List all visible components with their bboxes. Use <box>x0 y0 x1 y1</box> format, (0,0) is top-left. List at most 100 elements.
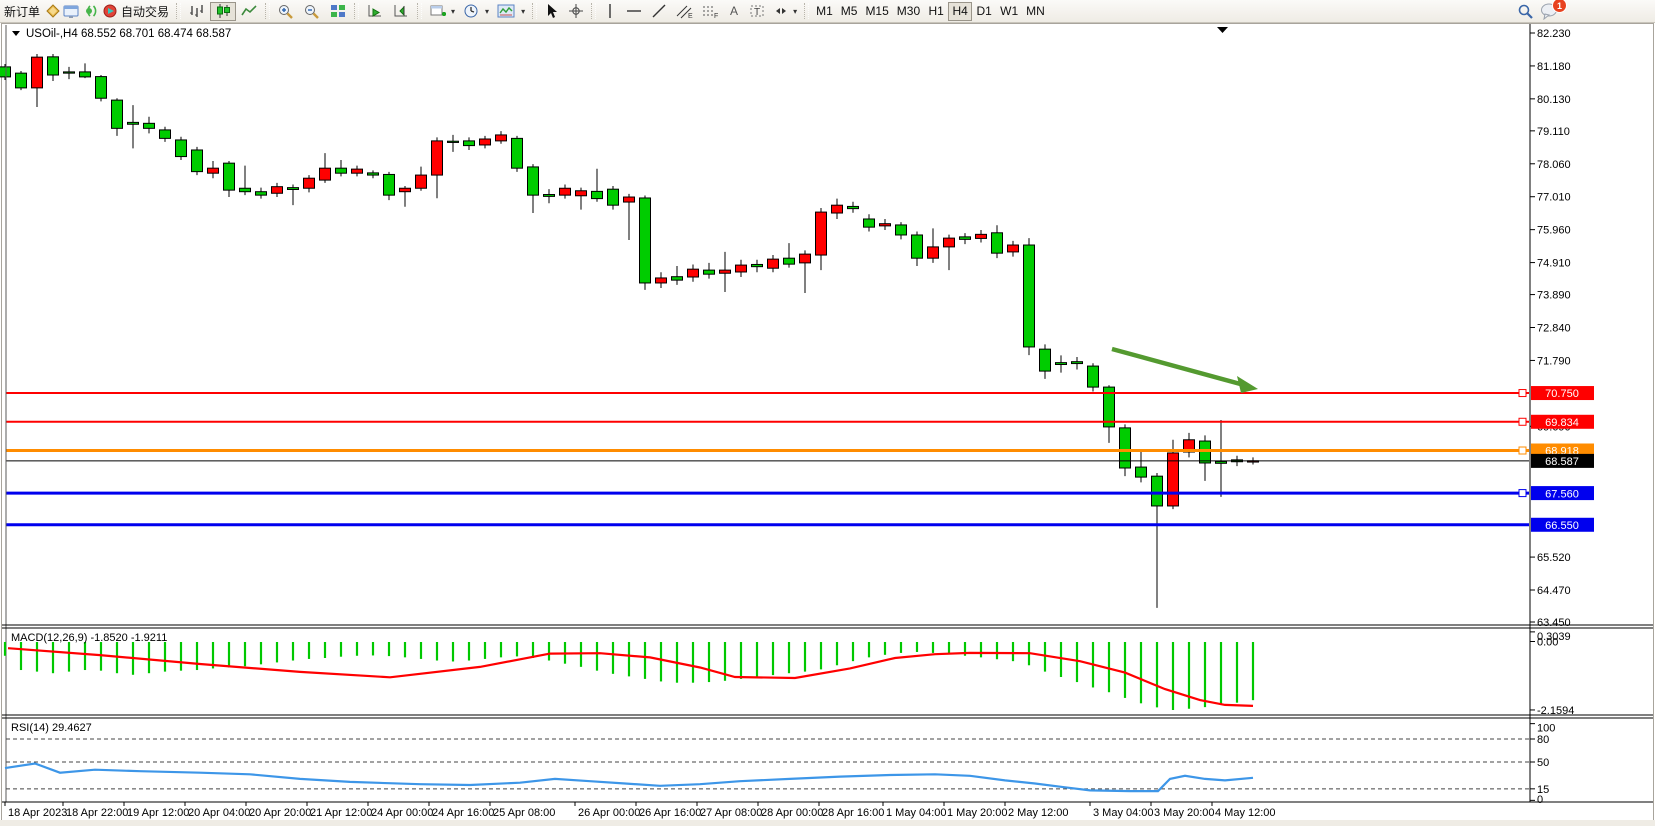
period-button[interactable]: ▾ <box>459 2 493 21</box>
candle <box>1151 473 1163 608</box>
line-handle[interactable] <box>1518 389 1527 398</box>
toolbar-separator <box>804 3 810 19</box>
candle-body <box>271 186 283 194</box>
channel-tool-button[interactable]: E <box>671 2 697 21</box>
candle <box>943 234 955 271</box>
zoom-in-button[interactable] <box>273 2 299 21</box>
gold-seal-icon[interactable] <box>44 3 62 19</box>
search-icon[interactable] <box>1516 2 1534 20</box>
timeframe-button-m15[interactable]: M15 <box>861 2 892 21</box>
candle-body <box>623 196 635 203</box>
rsi-axis-label: 15 <box>1537 784 1549 796</box>
svg-text:F: F <box>714 13 718 19</box>
candle-body <box>799 253 811 264</box>
candle <box>847 201 859 213</box>
line-handle[interactable] <box>1518 489 1527 498</box>
candle-body <box>1023 244 1035 348</box>
new-order-button[interactable]: 新订单 <box>0 2 44 21</box>
candle <box>911 231 923 267</box>
candle-body <box>335 167 347 174</box>
auto-scroll-button[interactable] <box>362 2 388 21</box>
candle <box>1199 435 1211 481</box>
text-tool-button[interactable]: A <box>723 2 745 21</box>
candle <box>959 233 971 245</box>
chart-window <box>0 22 1655 826</box>
chart-shift-marker[interactable] <box>1217 27 1228 33</box>
auto-trading-button[interactable]: 自动交易 <box>98 2 173 21</box>
timeframe-button-mn[interactable]: MN <box>1022 2 1049 21</box>
template-button[interactable]: ▾ <box>493 2 529 21</box>
signal-icon[interactable] <box>80 3 98 19</box>
candle <box>1087 363 1099 392</box>
horizontal-line-tool-button[interactable] <box>621 2 647 21</box>
candle <box>767 255 779 273</box>
price-tick-label: 82.230 <box>1537 28 1571 40</box>
price-tick-label: 72.840 <box>1537 322 1571 334</box>
timeframe-button-m1[interactable]: M1 <box>812 2 837 21</box>
candle-body <box>543 194 555 197</box>
price-badge-box <box>1531 517 1594 532</box>
price-badge-69.834: 69.834 <box>1531 414 1594 429</box>
candle-body <box>415 174 427 189</box>
trendline-tool-button[interactable] <box>647 2 671 21</box>
collapse-triangle-icon[interactable] <box>12 31 20 36</box>
crosshair-button[interactable] <box>564 2 588 21</box>
chart-shift-button[interactable] <box>388 2 414 21</box>
timeframe-button-m30[interactable]: M30 <box>893 2 924 21</box>
candlestick-chart-button[interactable] <box>210 1 237 21</box>
price-badge-text: 67.560 <box>1545 488 1579 500</box>
bar-chart-button[interactable] <box>184 2 210 21</box>
terminal-icon[interactable] <box>62 3 80 19</box>
candle <box>527 164 539 214</box>
rsi-axis-label: 50 <box>1537 757 1549 769</box>
line-handle[interactable] <box>1518 446 1527 455</box>
line-handle[interactable] <box>1518 417 1527 426</box>
candle <box>271 182 283 198</box>
price-tick-label: 74.910 <box>1537 258 1571 270</box>
chevron-down-icon: ▾ <box>793 6 798 16</box>
candle <box>895 222 907 240</box>
candle-body <box>1199 440 1211 464</box>
date-tick-label: 28 Apr 16:00 <box>822 807 884 819</box>
trend-arrow-annotation[interactable] <box>1111 346 1258 393</box>
candle <box>1183 432 1195 458</box>
chat-icon[interactable]: 1 <box>1540 0 1567 20</box>
tile-windows-button[interactable] <box>325 2 351 21</box>
candle <box>511 135 523 172</box>
symbol-ohlc-title: USOil-,H4 68.552 68.701 68.474 68.587 <box>26 28 231 40</box>
date-tick-label: 18 Apr 22:00 <box>66 807 128 819</box>
candle <box>1055 355 1067 373</box>
candle <box>95 75 107 102</box>
timeframe-button-d1[interactable]: D1 <box>972 2 996 21</box>
new-chart-button[interactable]: ▾ <box>425 2 459 21</box>
date-tick-label: 27 Apr 08:00 <box>700 807 762 819</box>
trend-arrow-line[interactable] <box>1111 346 1245 388</box>
candle-body <box>175 139 187 158</box>
timeframe-button-h4[interactable]: H4 <box>948 1 973 21</box>
price-badge-text: 69.834 <box>1545 417 1579 429</box>
candle-body <box>751 263 763 268</box>
shapes-tool-button[interactable]: ▾ <box>769 2 801 21</box>
trend-arrow-head[interactable] <box>1237 376 1258 393</box>
timeframe-button-h1[interactable]: H1 <box>924 2 948 21</box>
date-tick-label: 24 Apr 16:00 <box>432 807 494 819</box>
candle-body <box>351 168 363 174</box>
candle-body <box>319 167 331 181</box>
fibonacci-tool-button[interactable]: F <box>697 2 723 21</box>
vertical-line-tool-button[interactable] <box>599 2 621 21</box>
candle-body <box>591 190 603 200</box>
candle <box>1071 356 1083 370</box>
zoom-out-button[interactable] <box>299 2 325 21</box>
timeframe-button-w1[interactable]: W1 <box>996 2 1022 21</box>
candle-body <box>303 177 315 189</box>
cursor-button[interactable] <box>540 2 564 21</box>
toolbar-separator <box>417 3 423 19</box>
line-chart-button[interactable] <box>236 2 262 21</box>
timeframe-button-m5[interactable]: M5 <box>837 2 862 21</box>
price-badge-text: 66.550 <box>1545 520 1579 532</box>
candle-body <box>687 268 699 278</box>
label-tool-button[interactable]: T <box>745 2 769 21</box>
